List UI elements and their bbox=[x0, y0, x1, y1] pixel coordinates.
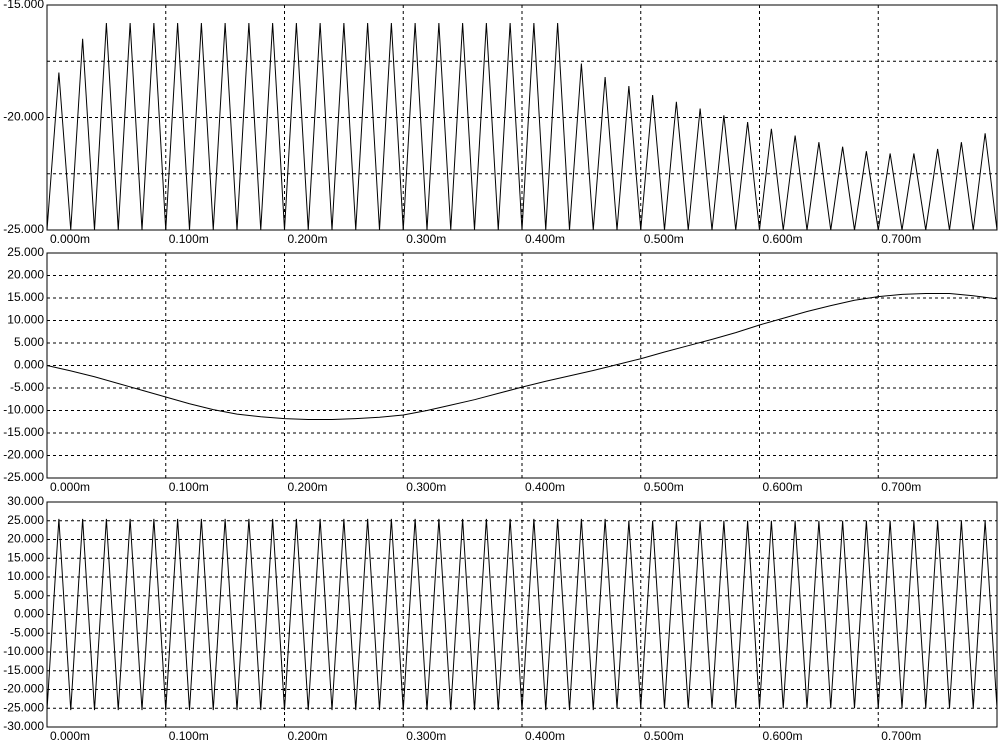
x-tick-label: 0.400m bbox=[525, 729, 565, 743]
y-tick-label: -15.000 bbox=[3, 425, 44, 439]
x-tick-label: 0.400m bbox=[525, 232, 565, 246]
y-tick-label: 15.000 bbox=[7, 550, 44, 564]
x-tick-label: 0.500m bbox=[644, 729, 684, 743]
x-tick-label: 0.100m bbox=[169, 729, 209, 743]
x-tick-label: 0.200m bbox=[288, 729, 328, 743]
x-tick-label: 0.600m bbox=[763, 480, 803, 494]
y-tick-label: 10.000 bbox=[7, 569, 44, 583]
x-tick-label: 0.600m bbox=[763, 232, 803, 246]
x-tick-label: 0.100m bbox=[169, 232, 209, 246]
y-tick-label: 25.000 bbox=[7, 513, 44, 527]
x-tick-label: 0.200m bbox=[288, 480, 328, 494]
x-tick-label: 0.300m bbox=[406, 729, 446, 743]
signal-line bbox=[46, 293, 998, 420]
x-tick-label: 0.700m bbox=[881, 232, 921, 246]
x-tick-label: 0.000m bbox=[50, 232, 90, 246]
x-tick-label: 0.500m bbox=[644, 480, 684, 494]
y-tick-label: 5.000 bbox=[14, 588, 44, 602]
y-tick-label: -20.000 bbox=[3, 682, 44, 696]
y-tick-label: -5.000 bbox=[10, 625, 44, 639]
y-tick-label: -10.000 bbox=[3, 403, 44, 417]
x-tick-label: 0.000m bbox=[50, 480, 90, 494]
y-tick-label: -25.000 bbox=[3, 700, 44, 714]
y-tick-label: -25.000 bbox=[3, 222, 44, 236]
x-tick-label: 0.200m bbox=[288, 232, 328, 246]
signal-line bbox=[46, 22, 998, 231]
y-tick-label: -25.000 bbox=[3, 470, 44, 484]
y-tick-label: 10.000 bbox=[7, 313, 44, 327]
y-tick-label: -30.000 bbox=[3, 719, 44, 733]
y-tick-label: -15.000 bbox=[3, 0, 44, 11]
y-tick-label: 25.000 bbox=[7, 245, 44, 259]
y-tick-label: 15.000 bbox=[7, 290, 44, 304]
x-tick-label: 0.700m bbox=[881, 729, 921, 743]
x-tick-label: 0.500m bbox=[644, 232, 684, 246]
y-tick-label: -20.000 bbox=[3, 448, 44, 462]
y-tick-label: -5.000 bbox=[10, 380, 44, 394]
y-tick-label: -15.000 bbox=[3, 663, 44, 677]
signal-line bbox=[46, 518, 998, 711]
y-tick-label: 5.000 bbox=[14, 335, 44, 349]
y-tick-label: 0.000 bbox=[14, 607, 44, 621]
y-tick-label: 20.000 bbox=[7, 532, 44, 546]
x-tick-label: 0.300m bbox=[406, 232, 446, 246]
y-tick-label: -20.000 bbox=[3, 110, 44, 124]
y-tick-label: 0.000 bbox=[14, 358, 44, 372]
y-tick-label: 30.000 bbox=[7, 494, 44, 508]
x-tick-label: 0.000m bbox=[50, 729, 90, 743]
x-tick-label: 0.600m bbox=[763, 729, 803, 743]
x-tick-label: 0.700m bbox=[881, 480, 921, 494]
y-tick-label: 20.000 bbox=[7, 268, 44, 282]
x-tick-label: 0.300m bbox=[406, 480, 446, 494]
x-tick-label: 0.400m bbox=[525, 480, 565, 494]
y-tick-label: -10.000 bbox=[3, 644, 44, 658]
x-tick-label: 0.100m bbox=[169, 480, 209, 494]
